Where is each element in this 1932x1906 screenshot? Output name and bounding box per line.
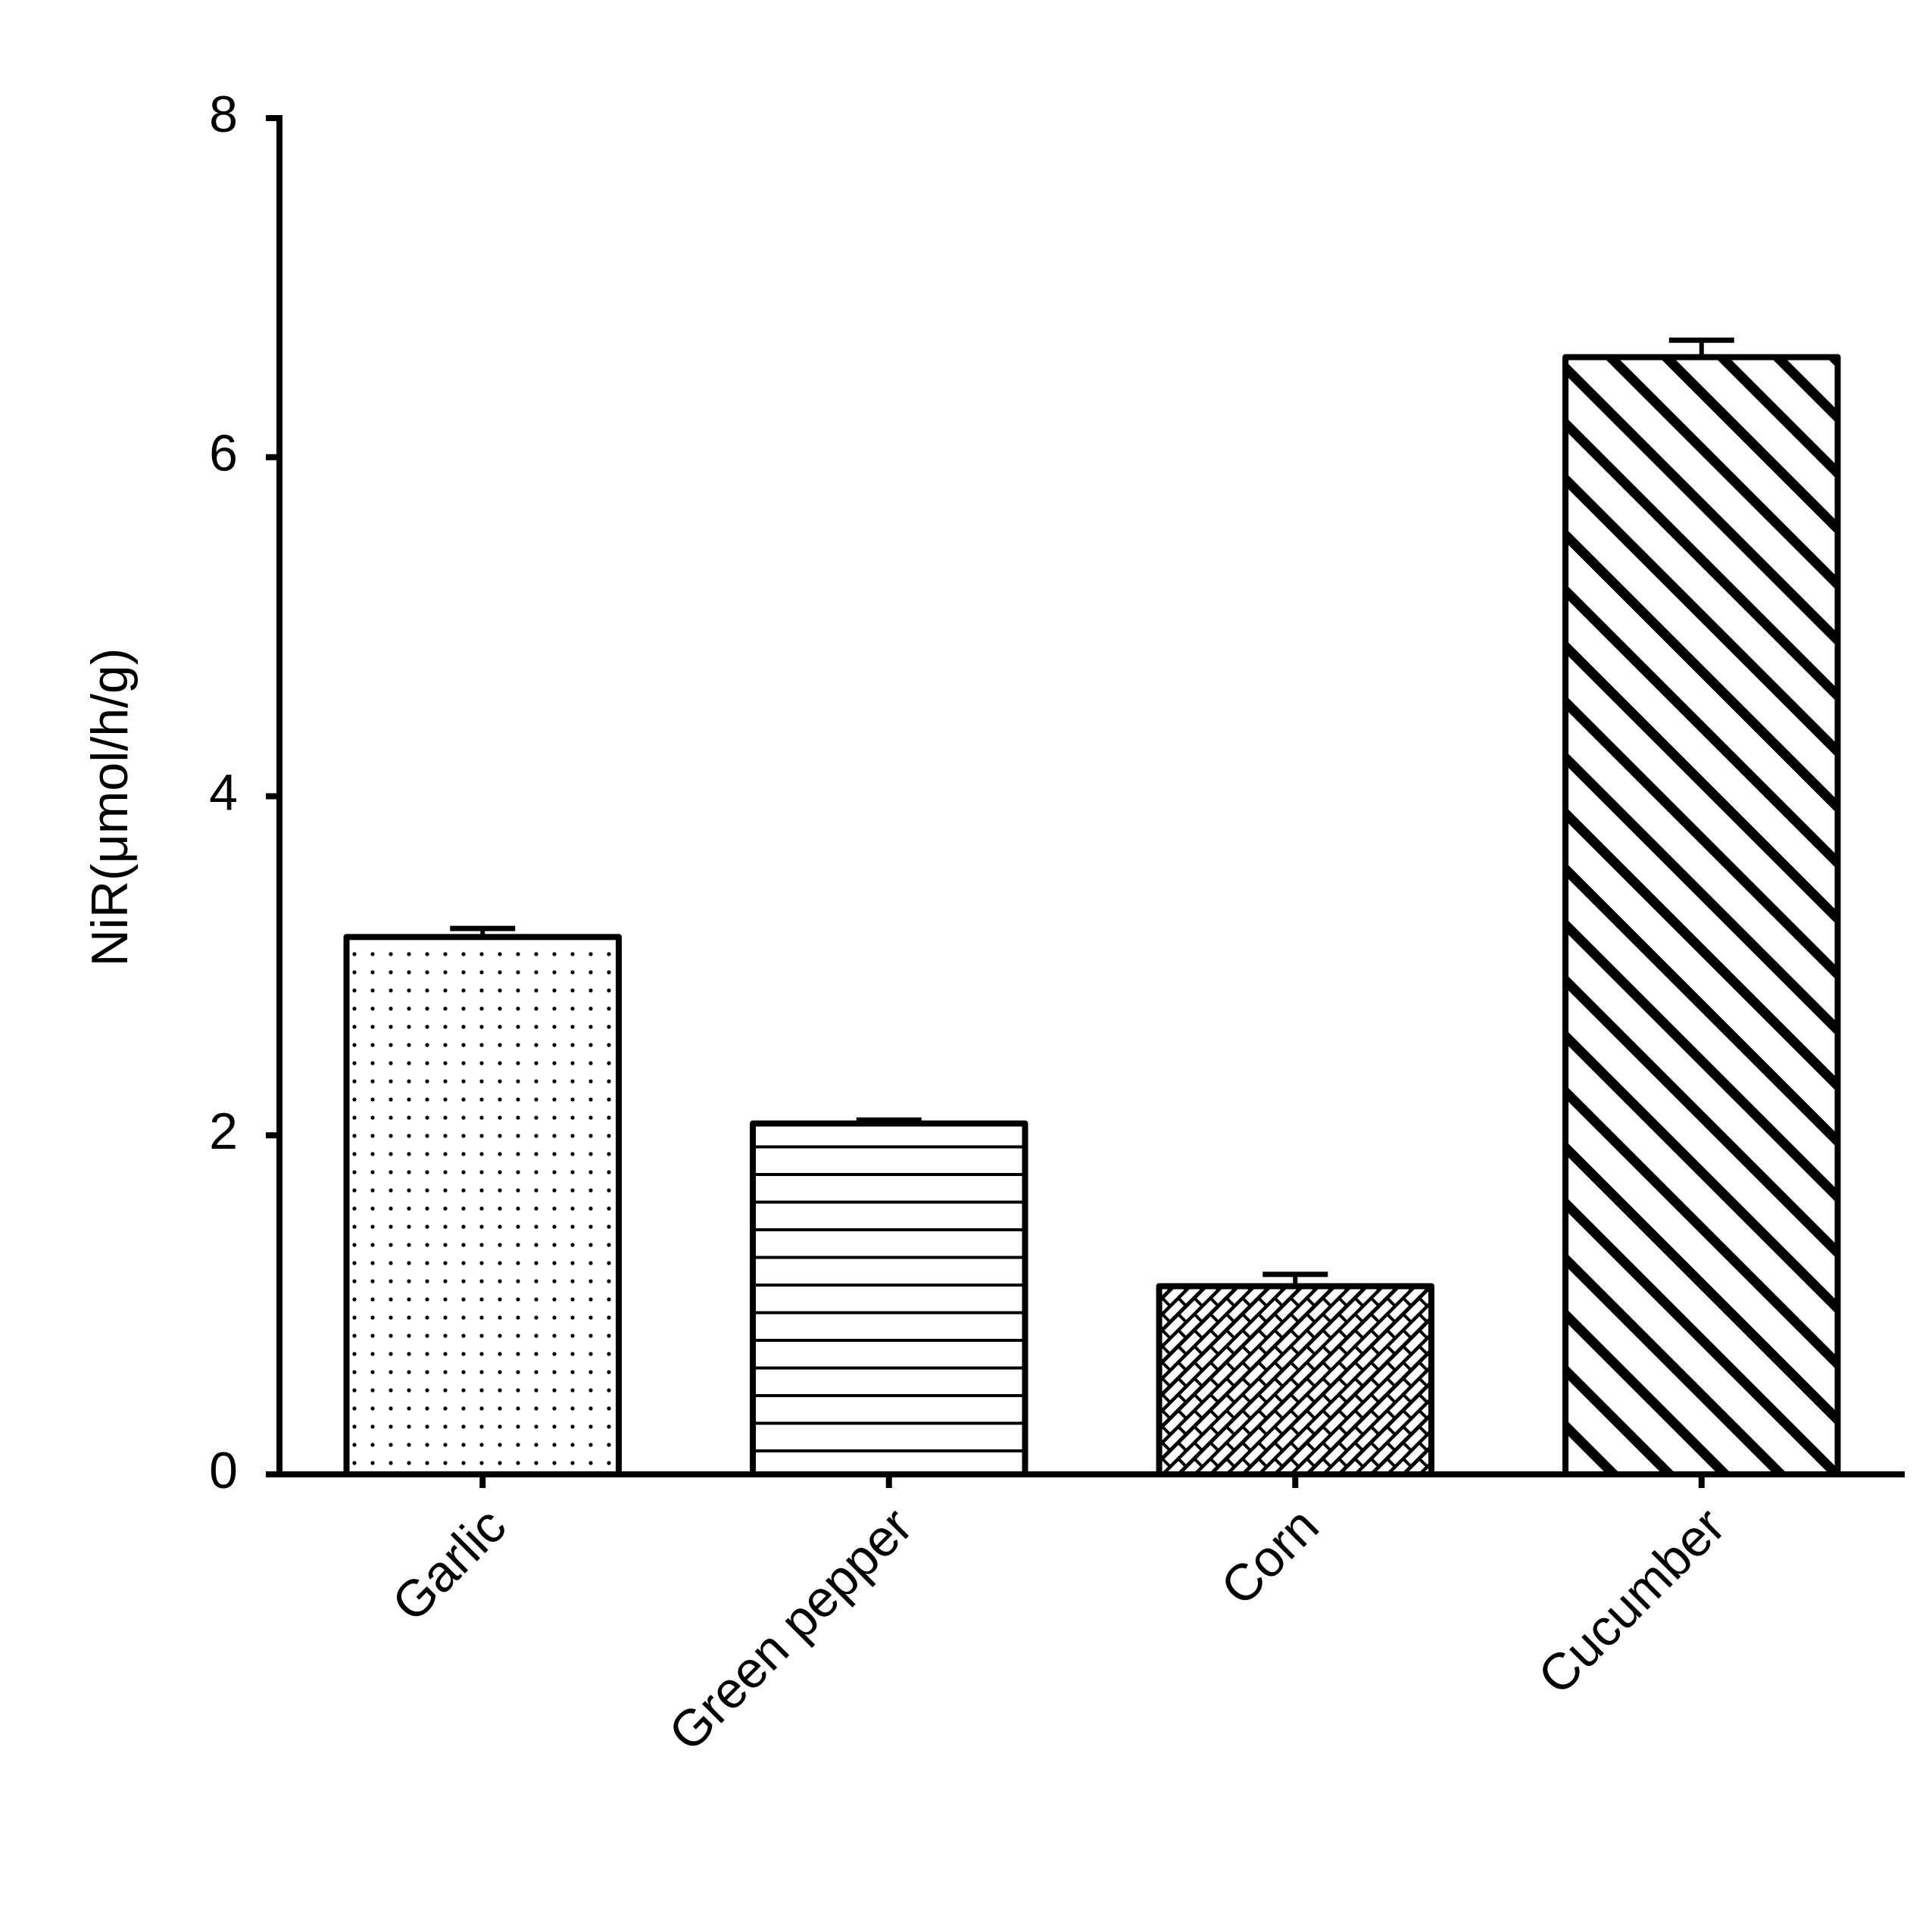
- y-tick-label: 0: [209, 1442, 238, 1499]
- bar: [750, 1120, 1028, 1477]
- y-tick-label: 2: [209, 1103, 238, 1160]
- x-tick-label: Green pepper: [658, 1497, 923, 1762]
- x-tick-label: Corn: [1210, 1497, 1330, 1617]
- x-tick-label: Cucumber: [1528, 1497, 1737, 1706]
- bar: [1156, 1283, 1434, 1478]
- y-tick-label: 8: [209, 86, 238, 143]
- y-tick-label: 6: [209, 425, 238, 482]
- x-tick-label: Garlic: [381, 1497, 517, 1633]
- y-axis-label: NiR(μmol/h/g): [81, 648, 139, 967]
- y-tick-label: 4: [209, 763, 238, 821]
- bar: [343, 934, 622, 1478]
- bar: [1562, 354, 1841, 1478]
